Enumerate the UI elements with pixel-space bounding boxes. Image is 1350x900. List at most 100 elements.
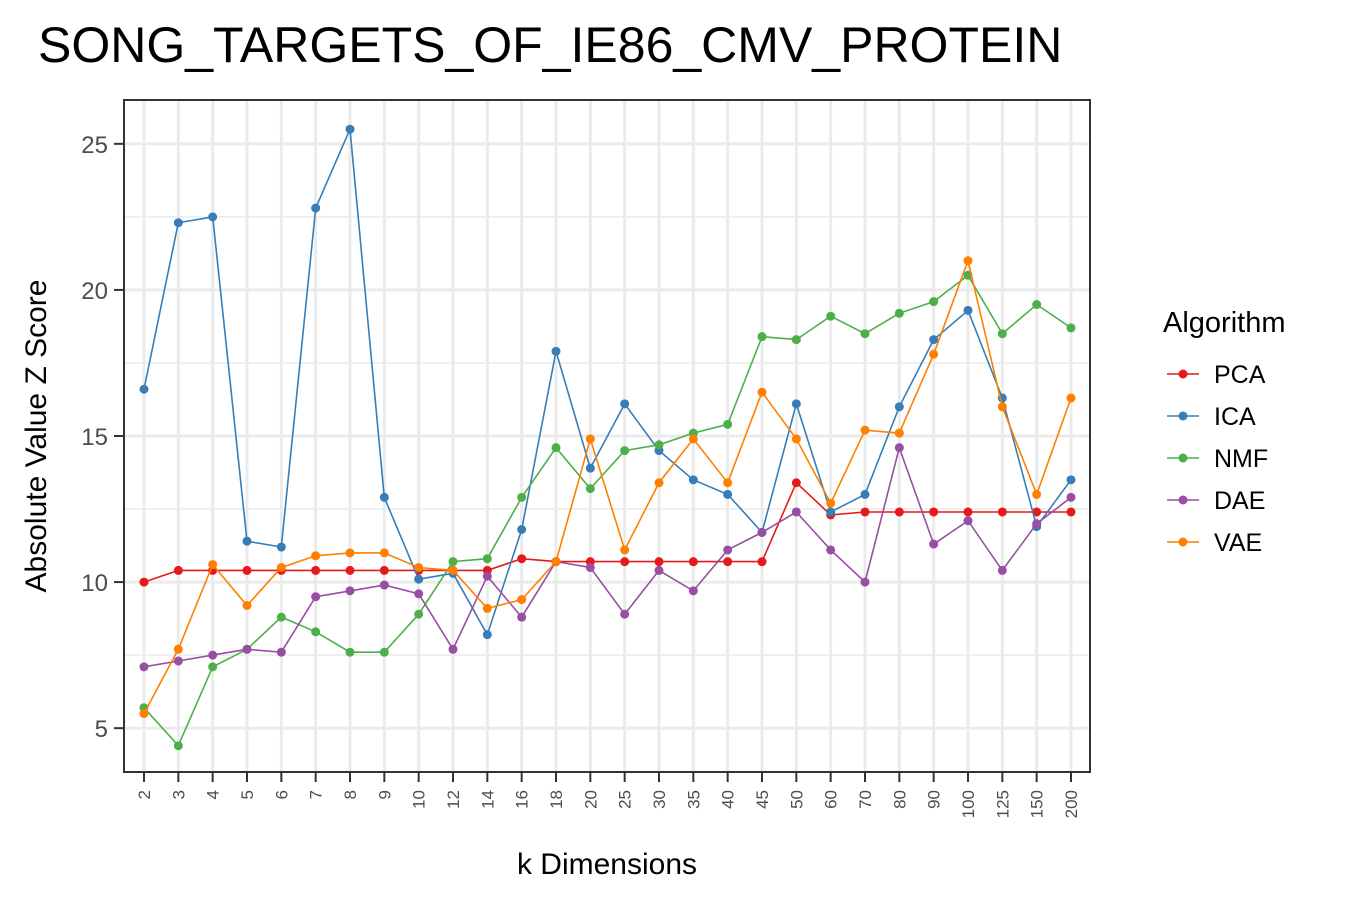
point-ica <box>482 630 492 640</box>
point-vae <box>208 560 218 570</box>
point-dae <box>1032 519 1042 529</box>
y-tick-label: 15 <box>81 424 108 451</box>
y-tick-label: 25 <box>81 132 108 159</box>
y-tick-label: 5 <box>95 716 108 743</box>
point-vae <box>276 562 286 572</box>
x-axis-title: k Dimensions <box>517 848 697 881</box>
legend-label-dae: DAE <box>1214 487 1265 515</box>
point-ica <box>1066 475 1076 485</box>
point-dae <box>208 650 218 660</box>
point-nmf <box>1032 300 1042 310</box>
point-nmf <box>551 443 561 453</box>
point-nmf <box>482 554 492 564</box>
point-nmf <box>894 308 904 318</box>
x-tick-label: 40 <box>719 790 738 809</box>
y-axis: 5 10 15 20 25 <box>81 132 124 743</box>
point-vae <box>448 565 458 575</box>
grid-major <box>124 100 1090 772</box>
point-dae <box>894 443 904 453</box>
point-ica <box>173 218 183 228</box>
x-tick-label: 18 <box>547 790 566 809</box>
point-vae <box>860 425 870 435</box>
x-tick-label: 45 <box>753 790 772 809</box>
point-vae <box>963 256 973 266</box>
series-vae <box>139 256 1076 719</box>
point-ica <box>414 574 424 584</box>
point-pca <box>620 557 630 567</box>
point-nmf <box>414 609 424 619</box>
x-tick-label: 35 <box>684 790 703 809</box>
point-dae <box>620 609 630 619</box>
point-vae <box>997 402 1007 412</box>
point-pca <box>963 507 973 517</box>
point-pca <box>1032 507 1042 517</box>
point-nmf <box>276 612 286 622</box>
point-ica <box>379 492 389 502</box>
point-pca <box>997 507 1007 517</box>
point-nmf <box>517 492 527 502</box>
point-dae <box>448 644 458 654</box>
point-dae <box>757 527 767 537</box>
x-tick-label: 100 <box>959 790 978 818</box>
point-vae <box>1066 393 1076 403</box>
point-ica <box>894 402 904 412</box>
point-ica <box>826 507 836 517</box>
y-tick-label: 20 <box>81 278 108 305</box>
point-nmf <box>723 419 733 429</box>
point-ica <box>517 524 527 534</box>
point-nmf <box>345 647 355 657</box>
x-tick-label: 80 <box>890 790 909 809</box>
point-pca <box>791 478 801 488</box>
point-vae <box>1032 489 1042 499</box>
legend-item-pca: PCA <box>1167 361 1266 389</box>
legend-key-point-vae <box>1178 537 1188 547</box>
x-tick-label: 10 <box>410 790 429 809</box>
x-tick-label: 200 <box>1062 790 1081 818</box>
point-pca <box>517 554 527 564</box>
x-tick-label: 90 <box>925 790 944 809</box>
x-axis: 2 3 4 5 6 7 8 9 10 12 14 16 18 20 25 30 35 40 45 50 60 70 80 90… <box>135 772 1081 818</box>
point-dae <box>379 580 389 590</box>
point-ica <box>242 536 252 546</box>
point-vae <box>620 545 630 555</box>
point-nmf <box>379 647 389 657</box>
point-vae <box>242 600 252 610</box>
point-nmf <box>585 484 595 494</box>
point-nmf <box>826 311 836 321</box>
x-tick-label: 150 <box>1028 790 1047 818</box>
legend-key-point-pca <box>1178 369 1188 379</box>
point-dae <box>723 545 733 555</box>
point-dae <box>585 562 595 572</box>
legend-key-point-dae <box>1178 495 1188 505</box>
point-dae <box>860 577 870 587</box>
point-pca <box>139 577 149 587</box>
x-tick-label: 50 <box>787 790 806 809</box>
point-vae <box>723 478 733 488</box>
x-tick-label: 125 <box>993 790 1012 818</box>
point-ica <box>139 384 149 394</box>
x-tick-label: 2 <box>135 790 154 799</box>
point-dae <box>276 647 286 657</box>
point-vae <box>757 387 767 397</box>
point-vae <box>139 709 149 719</box>
point-pca <box>688 557 698 567</box>
point-dae <box>929 539 939 549</box>
point-vae <box>414 562 424 572</box>
point-dae <box>517 612 527 622</box>
point-vae <box>482 603 492 613</box>
point-nmf <box>791 335 801 345</box>
x-tick-label: 14 <box>478 790 497 809</box>
point-vae <box>173 644 183 654</box>
point-dae <box>791 507 801 517</box>
point-pca <box>860 507 870 517</box>
legend-label-vae: VAE <box>1214 529 1262 557</box>
point-dae <box>345 586 355 596</box>
series-ica <box>139 124 1076 640</box>
point-ica <box>311 203 321 213</box>
legend-label-nmf: NMF <box>1214 445 1268 473</box>
point-pca <box>345 565 355 575</box>
y-tick-label: 10 <box>81 570 108 597</box>
x-tick-label: 6 <box>272 790 291 799</box>
point-ica <box>551 346 561 356</box>
legend-label-pca: PCA <box>1214 361 1266 389</box>
